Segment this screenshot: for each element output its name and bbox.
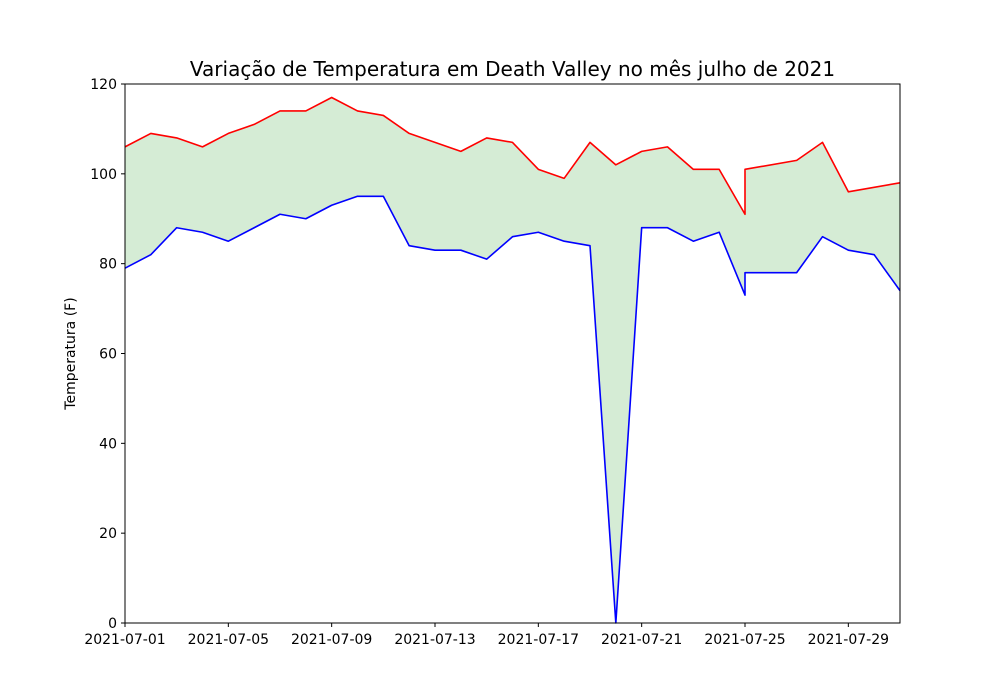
x-tick-label: 2021-07-13 [394,632,475,648]
y-tick-label: 40 [99,436,117,452]
series-line-low [124,195,901,624]
y-tick-label: 20 [99,526,117,542]
y-tick-label: 60 [99,347,117,363]
x-tick-label: 2021-07-05 [188,632,269,648]
x-tick-label: 2021-07-01 [84,632,165,648]
x-tick-label: 2021-07-21 [601,632,682,648]
chart-title: Variação de Temperatura em Death Valley … [190,57,835,81]
x-tick-label: 2021-07-25 [704,632,785,648]
y-tick-label: 100 [90,167,117,183]
series-line-high [124,96,901,216]
y-tick-label: 80 [99,257,117,273]
x-tick-label: 2021-07-09 [291,632,372,648]
y-axis-label: Temperatura (F) [63,297,79,410]
x-tick-label: 2021-07-17 [498,632,579,648]
plot-area [124,96,901,624]
x-tick-label: 2021-07-29 [808,632,889,648]
axes: 0 20 40 60 80 100 120 2021-07-01 2021-07-05 2021-… [84,77,901,648]
fill-between-band [125,97,900,624]
y-tick-label: 120 [90,77,117,93]
y-tick-label: 0 [108,616,117,632]
